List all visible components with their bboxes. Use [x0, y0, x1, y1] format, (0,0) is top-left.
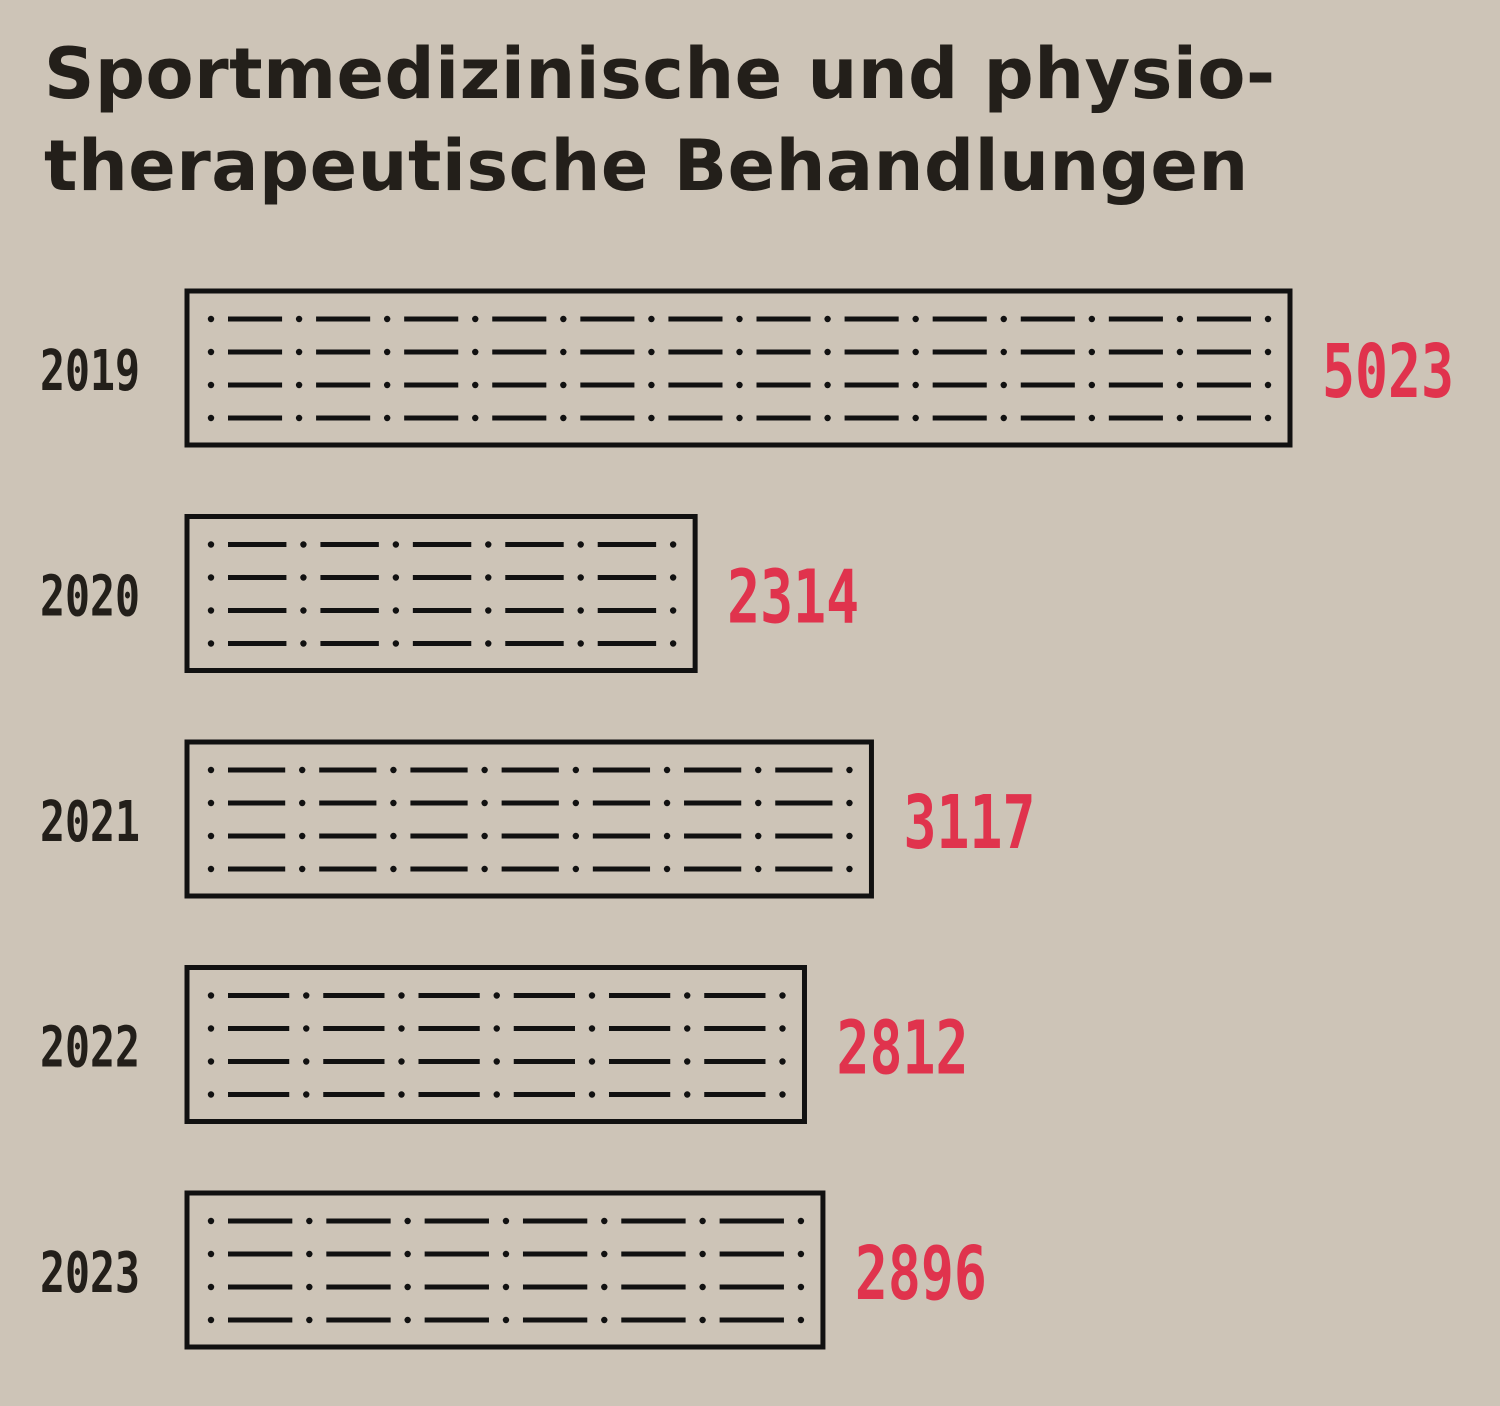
bar-pattern: [207, 992, 786, 1098]
bar-pattern: [207, 541, 677, 647]
bar-pattern: [207, 766, 853, 873]
chart-title: Sportmedizinische und physio- therapeuti…: [44, 33, 1276, 207]
bar: [184, 288, 1293, 448]
bar-group-2020: 2020 2314: [40, 514, 859, 673]
bar: [184, 739, 874, 899]
bar-group-2022: 2022 2812: [40, 965, 968, 1124]
category-label: 2021: [40, 790, 140, 855]
bar-pattern: [207, 1217, 805, 1324]
value-label: 5023: [1322, 329, 1454, 415]
bar-group-2021: 2021 3117: [40, 739, 1035, 899]
category-label: 2019: [40, 339, 140, 404]
bar-group-2023: 2023 2896: [40, 1190, 987, 1350]
bar-pattern: [207, 315, 1272, 422]
category-label: 2023: [40, 1241, 140, 1306]
category-label: 2022: [40, 1016, 140, 1081]
bar-group-2019: 2019 5023: [40, 288, 1454, 448]
value-label: 2314: [727, 555, 859, 641]
bar: [184, 1190, 826, 1350]
bar: [184, 965, 807, 1124]
category-label: 2020: [40, 565, 140, 630]
value-label: 2812: [836, 1006, 968, 1092]
bar: [184, 514, 698, 673]
value-label: 3117: [903, 780, 1035, 866]
value-label: 2896: [855, 1231, 987, 1317]
